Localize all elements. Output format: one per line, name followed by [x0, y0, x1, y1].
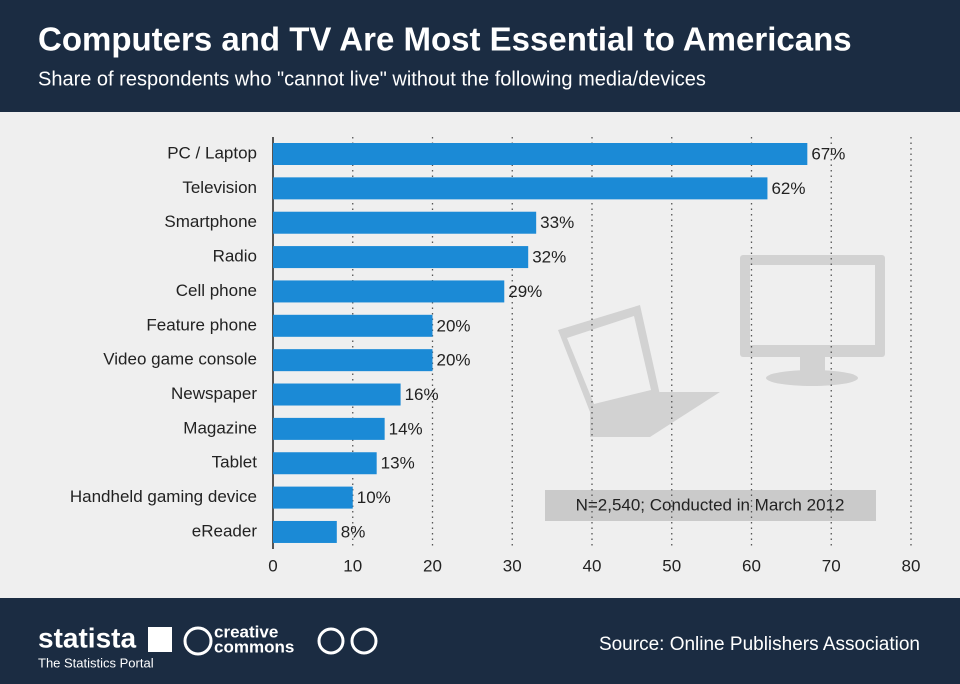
- source: Source: Online Publishers Association: [599, 634, 920, 655]
- y-tick-label: Radio: [213, 247, 257, 266]
- bar: [273, 452, 377, 475]
- y-tick-label: Television: [182, 178, 257, 197]
- chart-title: Computers and TV Are Most Essential to A…: [38, 21, 852, 58]
- x-tick-label: 30: [503, 556, 522, 575]
- data-label: 8%: [341, 522, 366, 541]
- license-bottom: commons: [214, 637, 294, 656]
- x-tick-label: 60: [742, 556, 761, 575]
- bar: [273, 520, 337, 543]
- x-tick-label: 40: [583, 556, 602, 575]
- y-tick-label: eReader: [192, 521, 258, 540]
- x-tick-label: 50: [662, 556, 681, 575]
- y-tick-label: Video game console: [103, 350, 257, 369]
- bar: [273, 177, 768, 200]
- data-label: 10%: [357, 488, 391, 507]
- x-tick-label: 70: [822, 556, 841, 575]
- tagline: The Statistics Portal: [38, 655, 154, 670]
- y-tick-label: Feature phone: [146, 315, 257, 334]
- data-label: 20%: [437, 316, 471, 335]
- y-tick-label: Cell phone: [176, 281, 257, 300]
- data-label: 33%: [540, 213, 574, 232]
- bar: [273, 486, 353, 509]
- bar: [273, 143, 808, 165]
- data-label: 14%: [389, 419, 423, 438]
- bar: [273, 211, 537, 234]
- bar: [273, 314, 433, 337]
- x-tick-label: 80: [902, 556, 921, 575]
- y-tick-label: Tablet: [212, 453, 258, 472]
- data-label: 67%: [811, 144, 845, 163]
- tv-icon: [740, 255, 885, 386]
- y-tick-label: Smartphone: [164, 212, 257, 231]
- bar: [273, 246, 529, 269]
- data-label: 16%: [405, 385, 439, 404]
- data-label: 20%: [437, 351, 471, 370]
- data-label: 29%: [508, 282, 542, 301]
- y-tick-label: Handheld gaming device: [70, 487, 257, 506]
- bar: [273, 349, 433, 372]
- nd-icon: [350, 627, 378, 655]
- bar: [273, 417, 385, 440]
- brand: statista: [38, 622, 136, 653]
- bar: [273, 383, 401, 406]
- brand-icon: [148, 627, 172, 652]
- cc-icon: [183, 626, 213, 656]
- chart-subtitle: Share of respondents who "cannot live" w…: [38, 68, 706, 90]
- data-label: 32%: [532, 248, 566, 267]
- y-tick-label: PC / Laptop: [167, 143, 257, 162]
- x-tick-label: 10: [343, 556, 362, 575]
- laptop-icon: [558, 305, 720, 437]
- by-icon: [317, 627, 345, 655]
- data-label: 13%: [381, 454, 415, 473]
- x-tick-label: 0: [268, 556, 277, 575]
- license-top: creative: [214, 622, 278, 641]
- bar: [273, 280, 505, 303]
- data-label: 62%: [771, 179, 805, 198]
- annotation: N=2,540; Conducted in March 2012: [576, 495, 845, 514]
- annotation-box: [545, 490, 876, 521]
- header-bg: [0, 0, 960, 112]
- y-tick-label: Magazine: [183, 418, 257, 437]
- y-tick-label: Newspaper: [171, 384, 257, 403]
- x-tick-label: 20: [423, 556, 442, 575]
